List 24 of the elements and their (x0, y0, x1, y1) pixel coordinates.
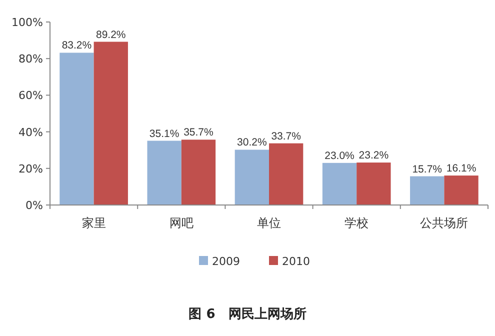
data-label: 89.2% (96, 28, 126, 41)
legend-label: 2009 (212, 255, 240, 268)
x-tick-label: 网吧 (169, 216, 194, 230)
y-tick-label: 100% (12, 16, 43, 29)
data-label: 35.7% (184, 126, 214, 139)
x-tick-label: 公共场所 (420, 216, 468, 230)
text: 图 6 网民上网场所 (188, 306, 306, 322)
data-label: 16.1% (446, 162, 476, 175)
y-tick-label: 80% (18, 52, 43, 66)
legend-label: 2010 (282, 255, 310, 268)
data-label: 33.7% (271, 130, 301, 142)
data-label: 23.0% (324, 150, 354, 162)
data-label: 83.2% (62, 40, 92, 52)
x-tick-label: 学校 (344, 216, 369, 230)
y-tick-label: 60% (18, 89, 43, 102)
data-label: 23.2% (358, 150, 389, 162)
data-label: 30.2% (237, 136, 267, 149)
x-tick-label: 家里 (82, 216, 106, 230)
x-tick-label: 单位 (257, 216, 281, 230)
y-tick-label: 0% (26, 199, 43, 212)
data-label: 15.7% (412, 163, 442, 176)
data-label: 35.1% (149, 128, 180, 140)
y-tick-label: 40% (18, 126, 43, 139)
y-tick-label: 20% (18, 162, 43, 176)
